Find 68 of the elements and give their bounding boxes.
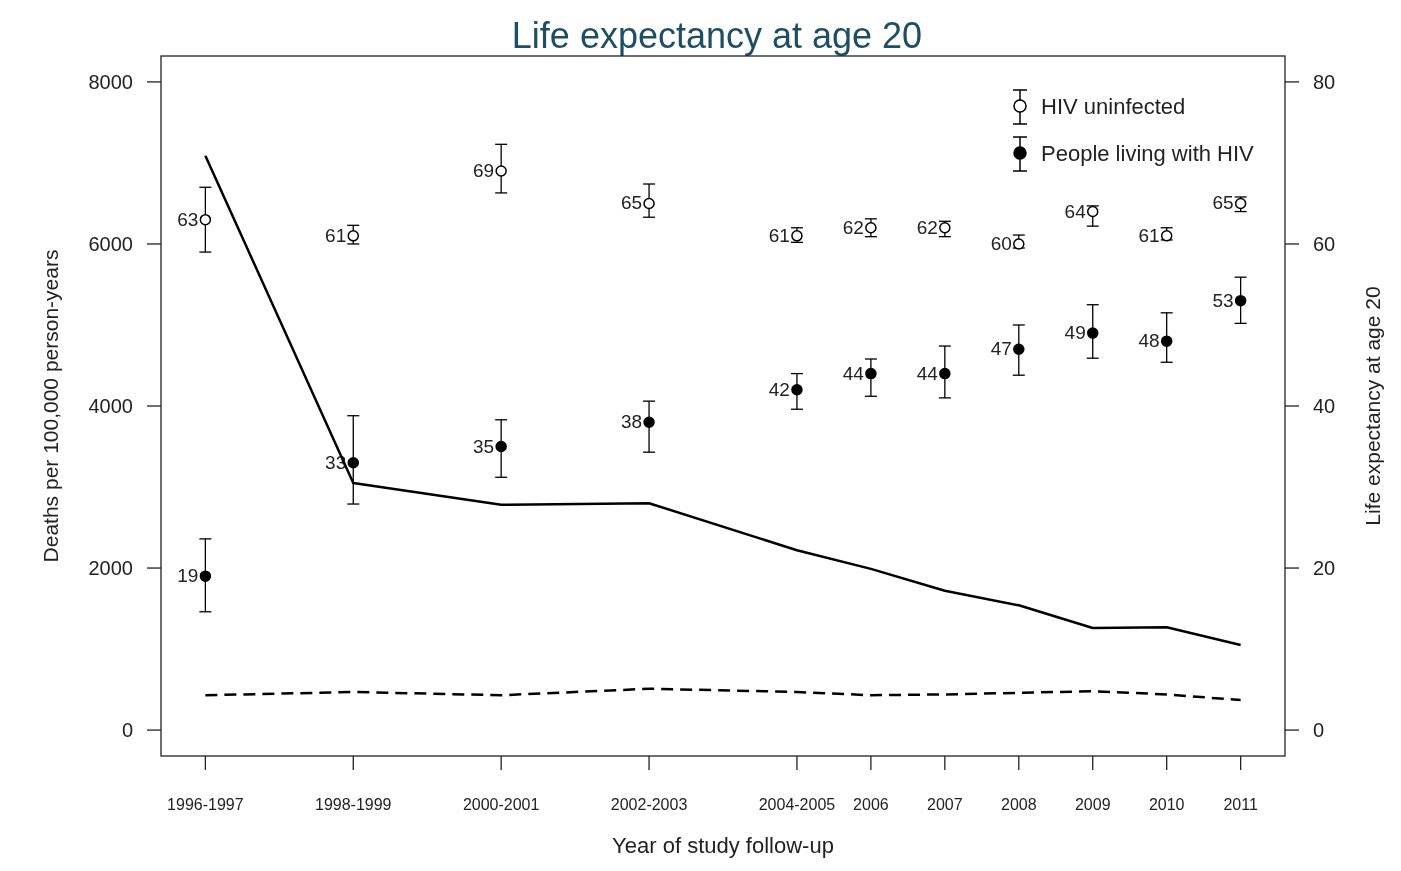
data-label: 49	[1064, 322, 1086, 344]
data-label: 65	[1212, 192, 1234, 214]
data-label: 47	[990, 338, 1012, 360]
y-tick-label: 2000	[88, 557, 133, 580]
data-label: 60	[990, 232, 1012, 254]
data-label: 62	[916, 216, 938, 238]
x-tick-label: 2011	[1223, 796, 1258, 813]
y2-axis-title: Life expectancy at age 20	[1361, 286, 1384, 526]
y2-tick-label: 0	[1313, 719, 1325, 742]
point	[1086, 205, 1099, 218]
point	[865, 222, 877, 234]
x-tick-label: 2000-2001	[462, 796, 540, 813]
data-label: 69	[473, 160, 495, 182]
x-tick-label: 1998-1999	[315, 796, 392, 813]
x-tick-label: 2004-2005	[758, 796, 836, 813]
legend-label: HIV uninfected	[1041, 94, 1186, 119]
point	[1160, 335, 1173, 347]
x-tick-label: 2006	[853, 796, 889, 813]
point	[495, 165, 507, 177]
y2-tick-label: 40	[1313, 395, 1336, 417]
y2-tick-label: 20	[1313, 557, 1336, 580]
point	[865, 367, 877, 380]
data-label: 61	[325, 224, 347, 246]
x-tick-label: 2007	[927, 796, 963, 813]
x-tick-label: 1996-1997	[167, 796, 244, 813]
data-label: 61	[768, 224, 790, 246]
x-tick-label: 2002-2003	[610, 796, 688, 813]
x-tick-label: 2010	[1148, 796, 1185, 813]
point	[199, 213, 212, 226]
point	[1086, 327, 1099, 339]
point	[347, 230, 360, 242]
data-label: 53	[1212, 289, 1234, 311]
point	[643, 197, 655, 210]
data-label: 19	[177, 565, 199, 587]
point	[1234, 294, 1247, 307]
y-axis-title: Deaths per 100,000 person-years	[39, 249, 62, 563]
data-label: 44	[916, 362, 939, 384]
data-label: 42	[768, 378, 790, 400]
data-label: 38	[620, 411, 643, 433]
chart-title: Life expectancy at age 20	[511, 15, 923, 56]
y-tick-label: 0	[121, 719, 133, 742]
y-tick-label: 6000	[88, 232, 133, 255]
data-label: 62	[842, 216, 864, 238]
data-label: 44	[842, 362, 865, 384]
point	[791, 384, 803, 396]
y2-tick-label: 80	[1313, 70, 1336, 93]
point	[1013, 343, 1025, 356]
data-label: 65	[620, 192, 643, 214]
point	[495, 440, 507, 453]
data-label: 64	[1064, 200, 1087, 222]
data-label: 35	[473, 435, 495, 457]
data-label: 61	[1138, 224, 1160, 246]
point	[939, 222, 951, 234]
point	[199, 570, 212, 582]
x-axis-title: Year of study follow-up	[612, 833, 834, 858]
x-tick-label: 2009	[1074, 796, 1111, 813]
point	[643, 416, 655, 428]
point	[1013, 238, 1025, 250]
y-tick-label: 8000	[88, 70, 133, 93]
point	[939, 367, 951, 380]
y2-tick-label: 60	[1313, 232, 1336, 255]
x-tick-label: 2008	[1000, 796, 1037, 813]
y-tick-label: 4000	[88, 395, 133, 417]
line-series	[204, 687, 1242, 702]
point	[347, 456, 360, 469]
legend-label: People living with HIV	[1041, 141, 1255, 166]
data-label: 63	[177, 208, 199, 230]
data-label: 48	[1138, 330, 1160, 352]
